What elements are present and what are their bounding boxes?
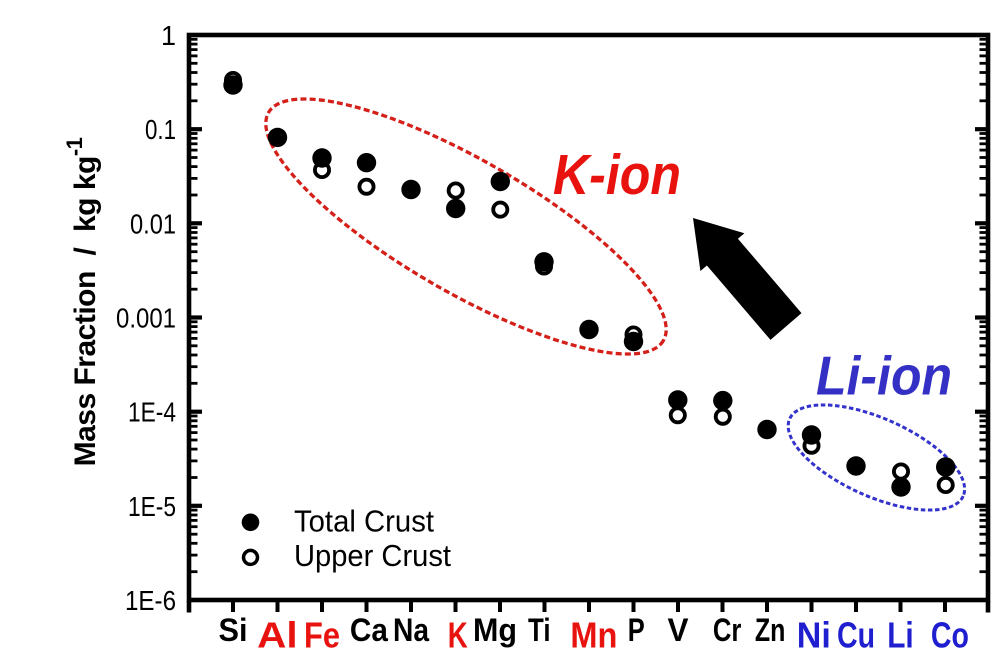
- svg-text:0.1: 0.1: [145, 114, 176, 145]
- svg-text:Al: Al: [257, 615, 298, 654]
- svg-text:Li: Li: [887, 615, 914, 654]
- svg-text:1E-4: 1E-4: [128, 397, 176, 428]
- svg-text:Li-ion: Li-ion: [816, 345, 952, 407]
- svg-text:Cr: Cr: [713, 612, 742, 648]
- svg-text:Mg: Mg: [473, 612, 517, 648]
- svg-text:0.01: 0.01: [130, 208, 176, 239]
- svg-text:Ca: Ca: [350, 612, 388, 648]
- svg-text:Na: Na: [393, 612, 429, 648]
- svg-text:Ti: Ti: [528, 612, 551, 648]
- svg-text:P: P: [628, 612, 645, 648]
- svg-text:Mass Fraction / kg kg-1: Mass Fraction / kg kg-1: [62, 137, 102, 466]
- svg-text:1E-6: 1E-6: [125, 585, 176, 616]
- svg-text:Ni: Ni: [797, 615, 831, 654]
- svg-text:K-ion: K-ion: [553, 143, 681, 207]
- svg-text:K: K: [448, 615, 468, 654]
- svg-text:1: 1: [161, 20, 176, 51]
- svg-text:Upper Crust: Upper Crust: [294, 538, 451, 573]
- svg-text:Mn: Mn: [570, 615, 617, 654]
- svg-text:0.001: 0.001: [116, 303, 176, 334]
- svg-text:Cu: Cu: [837, 615, 875, 654]
- svg-text:Co: Co: [931, 615, 969, 654]
- svg-text:Zn: Zn: [755, 612, 786, 648]
- svg-text:Total Crust: Total Crust: [294, 504, 434, 539]
- svg-text:V: V: [668, 612, 690, 648]
- svg-text:1E-5: 1E-5: [128, 491, 176, 522]
- svg-text:Si: Si: [219, 612, 248, 648]
- svg-text:Fe: Fe: [304, 615, 340, 654]
